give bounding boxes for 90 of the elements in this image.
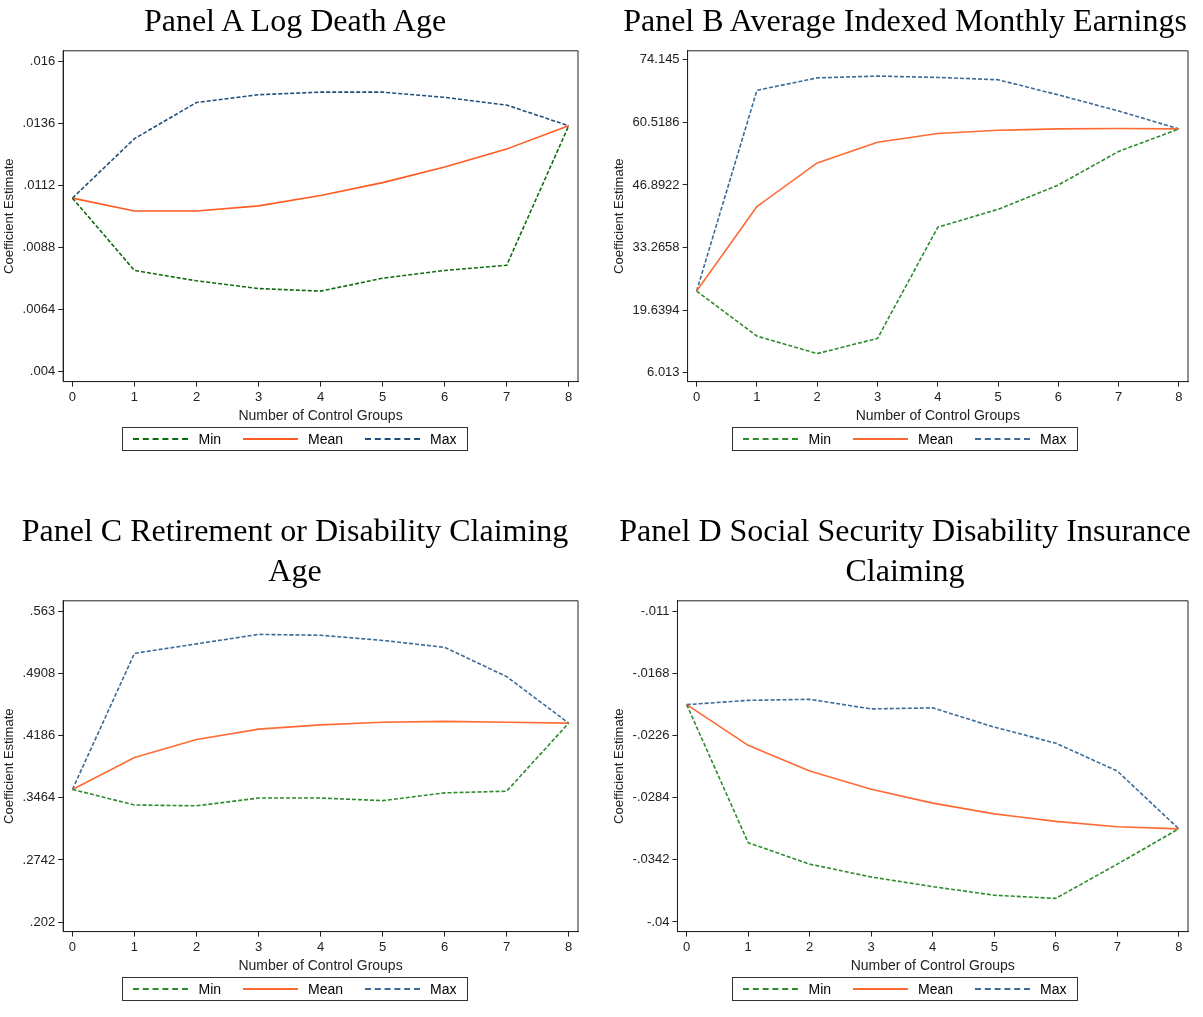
x-tick-label: 8 xyxy=(565,388,573,404)
line-series xyxy=(71,124,570,292)
x-tick-label: 8 xyxy=(565,938,573,954)
y-axis-title: Coefficient Estimate xyxy=(1,708,17,824)
x-tick-label: 8 xyxy=(1175,938,1183,954)
x-tick-label: 5 xyxy=(378,938,387,954)
x-tick-label: 7 xyxy=(1113,938,1121,954)
y-tick-label: .3464 xyxy=(22,789,56,805)
x-tick-label: 6 xyxy=(1054,388,1062,404)
legend-label: Max xyxy=(1040,431,1067,447)
line-series xyxy=(71,633,570,791)
y-tick-label: .016 xyxy=(29,52,56,68)
legend-label: Mean xyxy=(308,981,344,997)
x-tick-label: 2 xyxy=(813,388,821,404)
y-tick-label: -.0342 xyxy=(632,851,670,867)
legend-label: Mean xyxy=(918,431,954,447)
x-tick-label: 3 xyxy=(867,938,875,954)
x-axis-title: Number of Control Groups xyxy=(238,957,403,974)
chart-title: Panel C Retirement or Disability Claiming Age xyxy=(20,511,570,590)
x-axis-title: Number of Control Groups xyxy=(850,957,1015,974)
legend-label: Mean xyxy=(308,431,344,447)
x-tick-label: 1 xyxy=(130,938,139,954)
x-tick-label: 6 xyxy=(441,938,449,954)
legend-label: Min xyxy=(808,431,832,447)
x-tick-label: 7 xyxy=(503,938,511,954)
y-tick-label: -.0284 xyxy=(632,789,670,805)
chart-title: Panel B Average Indexed Monthly Earnings xyxy=(622,1,1188,40)
y-tick-label: .0064 xyxy=(22,300,56,316)
y-tick-label: .0136 xyxy=(22,114,56,130)
x-tick-label: 2 xyxy=(192,388,201,404)
x-tick-label: 4 xyxy=(316,388,325,404)
x-tick-label: 3 xyxy=(873,388,882,404)
y-tick-label: 60.5186 xyxy=(632,113,680,129)
x-tick-label: 0 xyxy=(683,938,691,954)
y-tick-label: .4908 xyxy=(22,664,56,680)
line-series xyxy=(71,722,570,807)
legend-label: Max xyxy=(1040,981,1067,997)
x-tick-label: 3 xyxy=(254,938,263,954)
line-series xyxy=(695,75,1180,292)
x-tick-label: 6 xyxy=(1052,938,1060,954)
x-tick-label: 5 xyxy=(994,388,1002,404)
x-axis-title: Number of Control Groups xyxy=(855,407,1020,424)
line-series xyxy=(695,128,1180,355)
legend-label: Mean xyxy=(918,981,954,997)
x-tick-label: 1 xyxy=(744,938,752,954)
chart-title: Panel A Log Death Age xyxy=(142,1,448,40)
line-series xyxy=(685,703,1180,900)
y-tick-label: .4186 xyxy=(22,727,56,743)
y-tick-label: 46.8922 xyxy=(632,176,680,192)
x-tick-label: 3 xyxy=(254,388,263,404)
x-axis-title: Number of Control Groups xyxy=(238,407,403,424)
y-axis-title: Coefficient Estimate xyxy=(1,158,17,274)
y-tick-label: -.04 xyxy=(647,913,670,929)
y-tick-label: .2742 xyxy=(22,851,56,867)
x-tick-label: 8 xyxy=(1175,388,1183,404)
x-tick-label: 5 xyxy=(990,938,998,954)
y-tick-label: -.0226 xyxy=(632,727,670,743)
legend-label: Max xyxy=(430,431,457,447)
y-tick-label: 19.6394 xyxy=(632,301,680,317)
x-tick-label: 2 xyxy=(806,938,814,954)
x-tick-label: 6 xyxy=(441,388,449,404)
x-tick-label: 7 xyxy=(1115,388,1123,404)
y-tick-label: 33.2658 xyxy=(632,239,680,255)
y-tick-label: .004 xyxy=(29,362,56,378)
legend-label: Max xyxy=(430,981,457,997)
x-tick-label: 0 xyxy=(68,938,77,954)
x-tick-label: 4 xyxy=(929,938,937,954)
x-tick-label: 5 xyxy=(378,388,387,404)
y-axis-title: Coefficient Estimate xyxy=(611,708,627,824)
x-tick-label: 1 xyxy=(130,388,139,404)
y-tick-label: -.011 xyxy=(640,603,670,619)
legend-label: Min xyxy=(198,431,222,447)
y-tick-label: .0088 xyxy=(22,238,56,254)
y-tick-label: .563 xyxy=(29,602,56,618)
x-tick-label: 2 xyxy=(192,938,201,954)
y-tick-label: .202 xyxy=(29,913,56,929)
chart-title: Panel D Social Security Disability Insurance Claiming xyxy=(618,511,1192,590)
y-axis-title: Coefficient Estimate xyxy=(611,158,627,274)
x-tick-label: 1 xyxy=(753,388,761,404)
x-tick-label: 0 xyxy=(68,388,77,404)
y-tick-label: .0112 xyxy=(23,176,56,192)
x-tick-label: 0 xyxy=(693,388,701,404)
y-tick-label: 6.013 xyxy=(647,364,680,380)
y-tick-label: -.0168 xyxy=(632,665,670,681)
legend-label: Min xyxy=(198,981,222,997)
x-tick-label: 7 xyxy=(503,388,511,404)
y-tick-label: 74.145 xyxy=(639,51,680,67)
legend-label: Min xyxy=(808,981,832,997)
x-tick-label: 4 xyxy=(934,388,942,404)
x-tick-label: 4 xyxy=(316,938,325,954)
